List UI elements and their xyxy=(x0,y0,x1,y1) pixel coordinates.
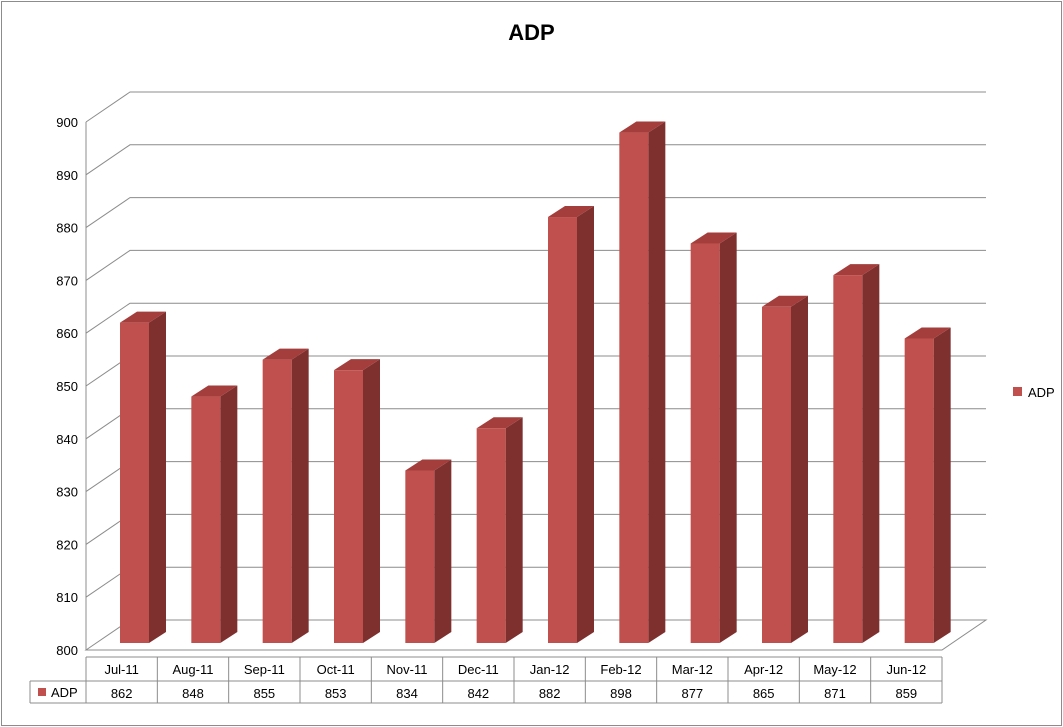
data-label: 877 xyxy=(681,686,703,701)
x-tick-label: Jan-12 xyxy=(530,662,570,677)
y-tick-label: 880 xyxy=(56,221,78,236)
bar-side xyxy=(933,327,951,643)
bar-side xyxy=(363,359,380,643)
bar-top xyxy=(619,121,666,133)
x-tick-label: Apr-12 xyxy=(744,662,783,677)
y-tick-label: 890 xyxy=(56,168,78,183)
bar-top xyxy=(476,417,523,429)
y-tick-label: 810 xyxy=(56,590,78,605)
bar-top xyxy=(120,311,166,323)
x-tick-label: Feb-12 xyxy=(600,662,641,677)
bar-side xyxy=(577,206,594,644)
bar-top xyxy=(191,385,238,397)
gridline xyxy=(85,91,986,123)
bar-side xyxy=(719,232,737,643)
bar xyxy=(548,217,577,644)
data-label: 855 xyxy=(253,686,275,701)
legend-label: ADP xyxy=(1028,385,1055,400)
bar xyxy=(334,370,363,643)
table-series-name: ADP xyxy=(51,685,78,700)
x-tick-label: Sep-11 xyxy=(244,662,285,677)
bar-side xyxy=(291,348,309,643)
bar-side xyxy=(505,417,523,643)
bar-top xyxy=(548,206,594,218)
y-tick-label: 800 xyxy=(56,643,78,658)
bar xyxy=(690,243,720,643)
data-label: 834 xyxy=(396,686,418,701)
x-tick-label: Oct-11 xyxy=(317,662,355,677)
bar-top xyxy=(762,295,808,307)
data-label: 871 xyxy=(824,686,846,701)
x-tick-label: May-12 xyxy=(813,662,856,677)
data-label: 898 xyxy=(610,686,632,701)
bar-side xyxy=(434,459,452,643)
y-tick-label: 820 xyxy=(56,537,78,552)
x-tick-label: Dec-11 xyxy=(458,662,499,677)
data-label: 882 xyxy=(539,686,561,701)
x-tick-label: Jun-12 xyxy=(886,662,926,677)
legend-swatch xyxy=(1013,387,1022,396)
y-tick-label: 840 xyxy=(56,432,78,447)
y-tick-label: 860 xyxy=(56,326,78,341)
bar xyxy=(405,470,435,643)
bar xyxy=(476,428,506,643)
bar-side xyxy=(220,385,238,643)
x-tick-label: Aug-11 xyxy=(173,662,214,677)
data-label: 859 xyxy=(895,686,917,701)
y-tick-label: 830 xyxy=(56,485,78,500)
x-tick-label: Mar-12 xyxy=(672,662,713,677)
bar-top xyxy=(904,327,951,339)
bar-side xyxy=(149,311,166,643)
bar-side xyxy=(862,264,880,643)
x-tick-label: Nov-11 xyxy=(387,662,428,677)
bar-top xyxy=(690,232,737,244)
data-label: 862 xyxy=(111,686,133,701)
chart-title: ADP xyxy=(508,20,555,45)
data-label: 853 xyxy=(325,686,347,701)
bar xyxy=(619,132,649,643)
bar xyxy=(762,306,791,643)
y-tick-label: 850 xyxy=(56,379,78,394)
bar-side xyxy=(648,121,666,643)
bar-side xyxy=(791,295,808,643)
data-label: 848 xyxy=(182,686,204,701)
y-tick-label: 900 xyxy=(56,115,78,130)
data-label: 842 xyxy=(467,686,489,701)
bar xyxy=(904,338,934,643)
bar xyxy=(262,359,292,643)
floor xyxy=(84,619,988,651)
data-label: 865 xyxy=(753,686,775,701)
bar-top xyxy=(833,264,880,276)
gridline xyxy=(85,144,986,176)
y-tick-label: 870 xyxy=(56,273,78,288)
gridline xyxy=(85,197,986,229)
x-tick-label: Jul-11 xyxy=(104,662,138,677)
bar xyxy=(120,322,149,643)
bar-top xyxy=(262,348,309,360)
bar-top xyxy=(334,359,380,371)
bar-top xyxy=(405,459,452,471)
bar xyxy=(833,275,863,643)
bar xyxy=(191,396,221,643)
table-series-swatch xyxy=(38,688,46,696)
